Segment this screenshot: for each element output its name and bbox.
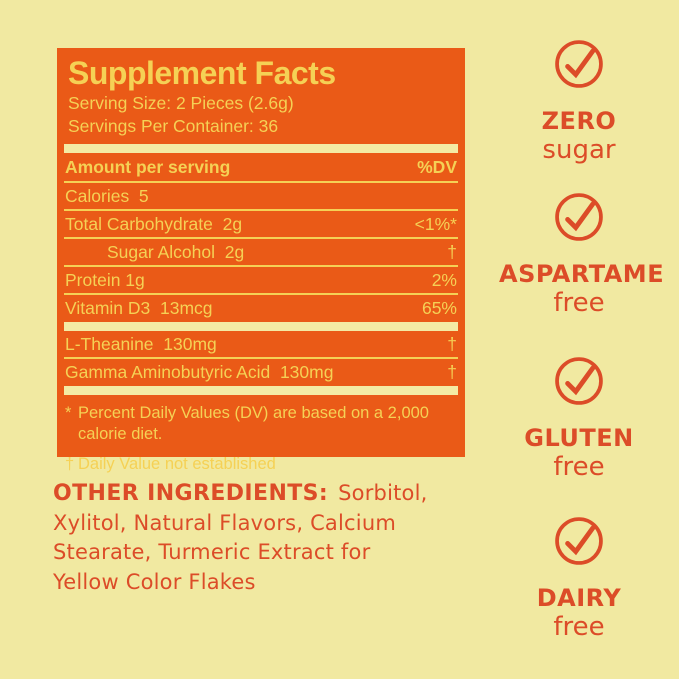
amount-per-serving-header-row: Amount per serving %DV (64, 153, 458, 183)
check-circle-icon (555, 40, 603, 88)
other-ingredients-line: Stearate, Turmeric Extract for (53, 540, 371, 564)
footnote-text: Percent Daily Values (DV) are based on a… (78, 404, 429, 443)
nutrient-label: Gamma Aminobutyric Acid 130mg (65, 362, 334, 382)
other-ingredients-line: Yellow Color Flakes (53, 569, 256, 594)
badge-dairy-free: DAIRY free (499, 515, 659, 642)
nutrient-dv: 2% (431, 270, 457, 290)
footnote-marker: * (65, 404, 72, 422)
nutrient-dv: † (447, 334, 457, 354)
divider-thick-middle (64, 322, 458, 331)
badge-title: GLUTEN (524, 424, 634, 452)
nutrient-dv: 65% (421, 298, 457, 318)
nutrient-row-gaba: Gamma Aminobutyric Acid 130mg † (64, 359, 458, 386)
check-circle-icon (555, 357, 603, 405)
badge-title: DAIRY (536, 584, 622, 612)
footnote-text: Daily Value not established (78, 455, 276, 473)
nutrient-label: Calories 5 (65, 186, 149, 206)
nutrient-row-sugar-alcohol: Sugar Alcohol 2g † (64, 239, 458, 267)
footnote-percent-dv: * Percent Daily Values (DV) are based on… (64, 403, 458, 445)
other-ingredients-label: OTHER INGREDIENTS: (53, 481, 329, 506)
footnote-daily-value: † Daily Value not established (64, 454, 458, 475)
badge-title: ZERO (541, 107, 617, 135)
nutrient-label: Total Carbohydrate 2g (65, 214, 243, 234)
servings-per-container-text: Servings Per Container: 36 (68, 116, 279, 136)
other-ingredients-line: Xylitol, Natural Flavors, Calcium (53, 510, 396, 535)
footnote-marker: † (65, 455, 75, 473)
nutrient-row-l-theanine: L-Theanine 130mg † (64, 331, 458, 359)
serving-size-text: Serving Size: 2 Pieces (2.6g) (68, 93, 294, 113)
nutrient-label: Protein 1g (65, 270, 145, 290)
nutrient-row-vitamin-d3: Vitamin D3 13mcg 65% (64, 295, 458, 322)
divider-thick-top (64, 144, 458, 153)
nutrient-row-total-carbohydrate: Total Carbohydrate 2g <1%* (64, 211, 458, 239)
nutrient-row-calories: Calories 5 (64, 183, 458, 211)
nutrient-label: Sugar Alcohol 2g (107, 242, 245, 262)
nutrient-row-protein: Protein 1g 2% (64, 267, 458, 295)
badge-title: ASPARTAME (499, 260, 665, 288)
check-circle-icon (555, 517, 603, 565)
divider-thick-bottom (64, 386, 458, 395)
badge-subtitle: sugar (542, 135, 616, 165)
badge-subtitle: free (553, 288, 605, 318)
other-ingredients-block: OTHER INGREDIENTS: Sorbitol, Xylitol, Nat… (53, 479, 493, 597)
supplement-facts-panel: Supplement Facts Serving Size: 2 Pieces … (57, 48, 465, 473)
badge-subtitle: free (553, 452, 605, 482)
amount-per-serving-label: Amount per serving (65, 157, 231, 177)
badge-subtitle: free (553, 612, 605, 642)
nutrient-label: L-Theanine 130mg (65, 334, 217, 354)
badge-aspartame-free: ASPARTAME free (499, 191, 665, 318)
badge-gluten-free: GLUTEN free (499, 355, 659, 482)
nutrient-dv: <1%* (414, 214, 457, 234)
nutrient-label: Vitamin D3 13mcg (65, 298, 213, 318)
other-ingredients-line: Sorbitol, (338, 481, 428, 505)
nutrient-dv: † (447, 362, 457, 382)
check-circle-icon (555, 193, 603, 241)
panel-title: Supplement Facts (68, 55, 336, 91)
badge-zero-sugar: ZERO sugar (499, 38, 659, 165)
percent-dv-label: %DV (417, 157, 457, 177)
nutrient-dv: † (447, 242, 457, 262)
